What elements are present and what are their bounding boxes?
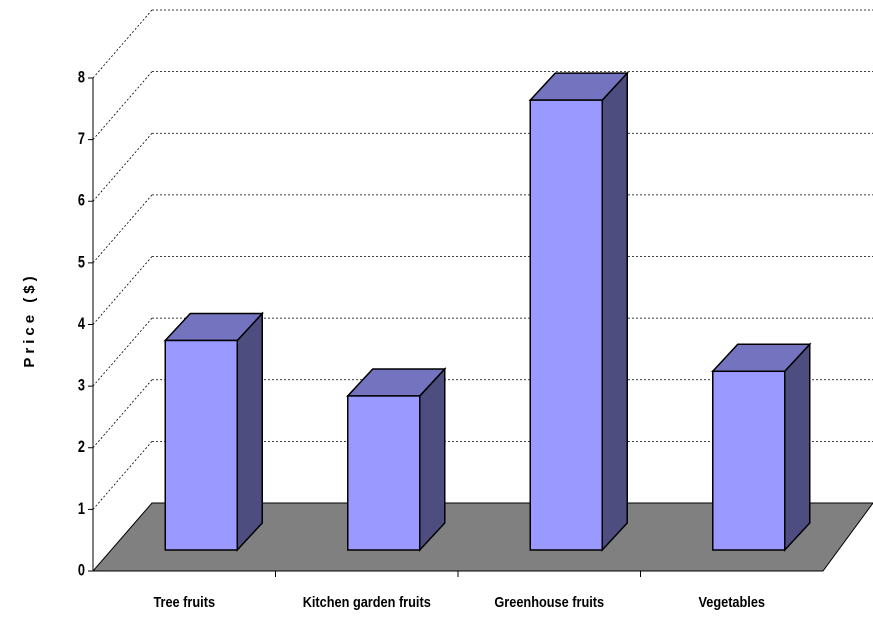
y-tick-label: 5 <box>78 253 85 272</box>
grid-line <box>92 194 153 264</box>
bar-side <box>784 342 811 552</box>
bar <box>347 395 421 551</box>
bar <box>164 339 238 551</box>
y-tick-label: 4 <box>78 314 86 333</box>
grid-line <box>92 132 153 202</box>
y-tick-label: 8 <box>78 68 85 87</box>
grid-line <box>92 317 153 387</box>
grid-line <box>92 256 153 325</box>
grid-line <box>92 9 153 79</box>
y-tick-label: 6 <box>78 191 85 210</box>
bar-side <box>236 311 263 552</box>
grid-line <box>92 379 153 449</box>
x-tick-label: Kitchen garden fruits <box>303 593 431 610</box>
y-tick-label: 7 <box>78 129 85 148</box>
y-tick-label: 2 <box>78 438 85 457</box>
y-tick-label: 1 <box>78 499 85 518</box>
grid-line <box>92 441 153 510</box>
bar <box>712 370 786 551</box>
y-tick-label: 0 <box>78 561 85 580</box>
y-tick-label: 3 <box>78 376 85 395</box>
bar-side <box>601 71 628 552</box>
x-tick-label: Greenhouse fruits <box>494 593 604 610</box>
x-tick-label: Vegetables <box>698 593 765 610</box>
y-axis-label: Price ($) <box>21 272 38 367</box>
grid-line <box>92 71 153 140</box>
bar <box>529 99 603 551</box>
bar-side <box>419 367 446 552</box>
x-tick-label: Tree fruits <box>153 593 215 610</box>
